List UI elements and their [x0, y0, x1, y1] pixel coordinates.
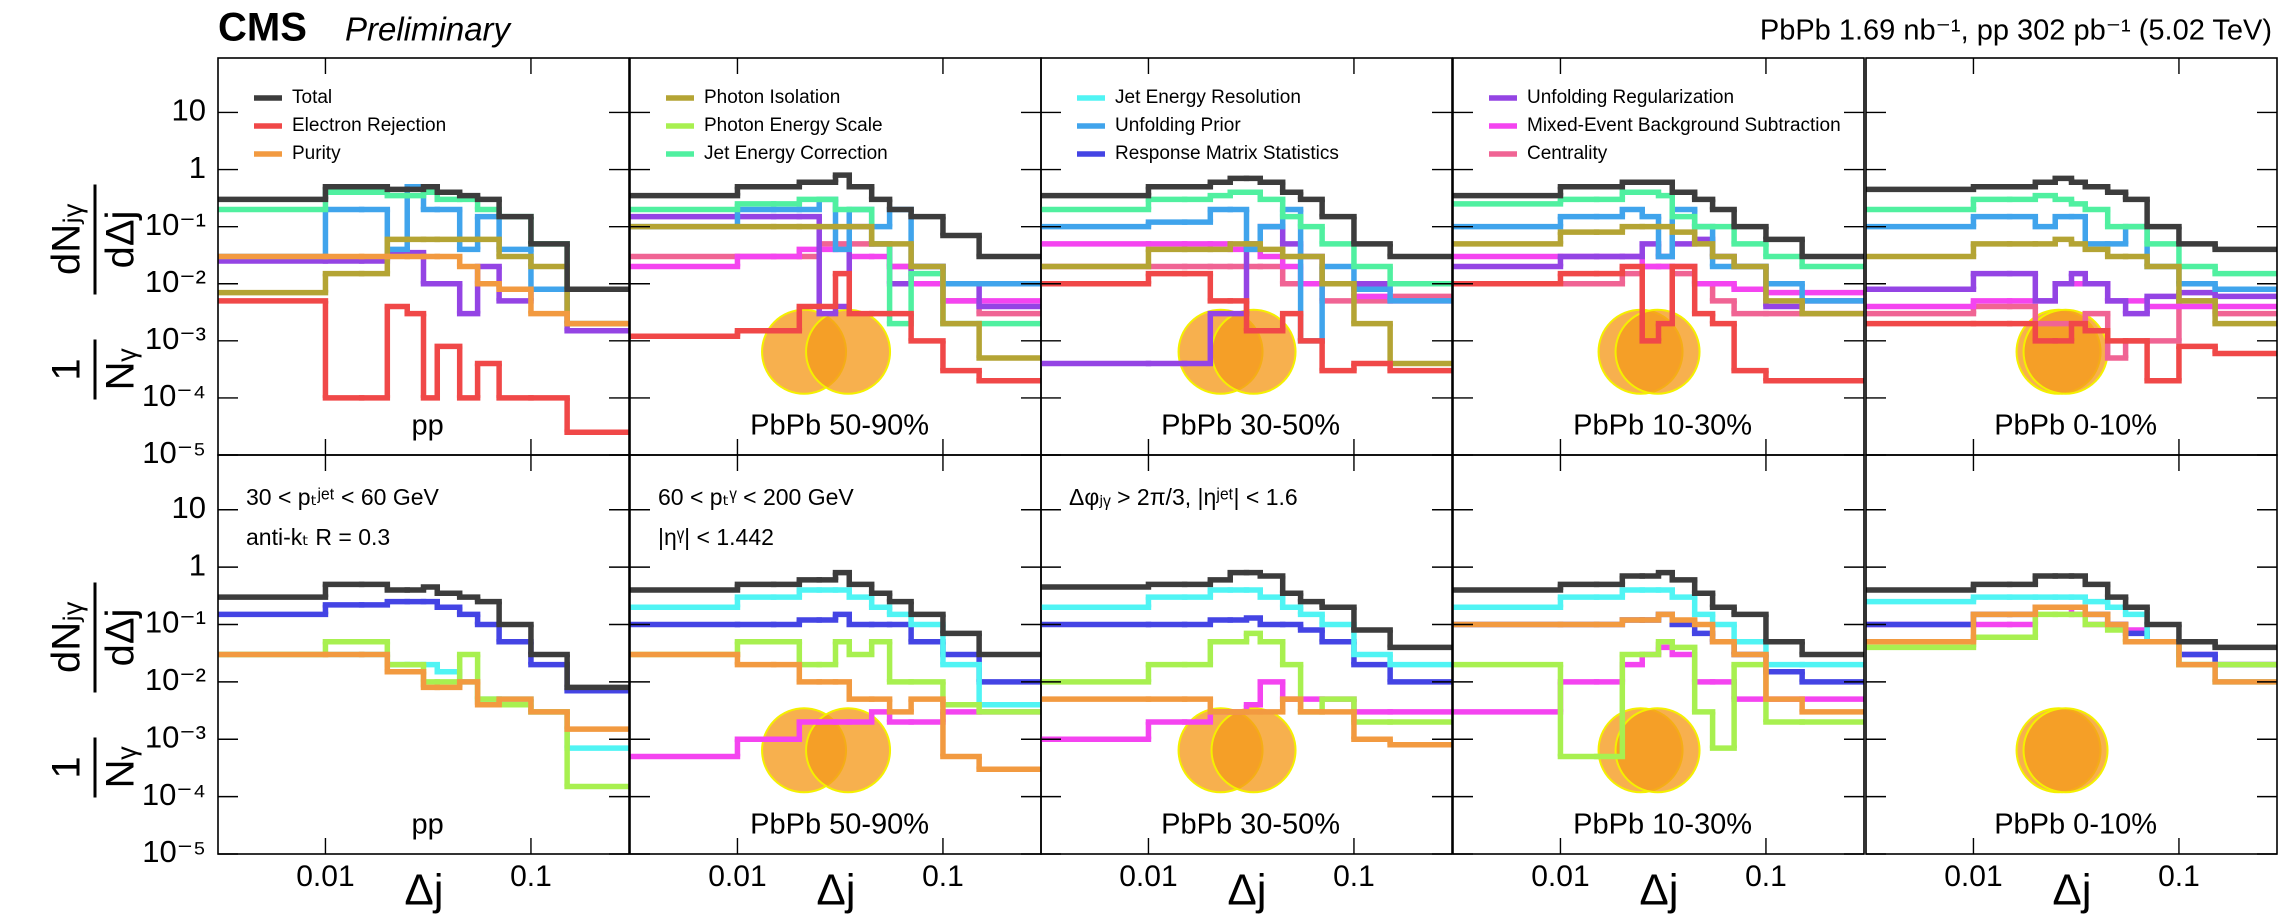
x-axis-title: Δj: [404, 866, 443, 915]
x-tick-label: 0.1: [2158, 860, 2200, 893]
panel: [1866, 573, 2277, 794]
x-axis-title: Δj: [1227, 866, 1266, 915]
x-tick-label: 0.01: [708, 860, 766, 893]
x-axis-title: Δj: [1639, 866, 1678, 915]
panel-label: pp: [411, 410, 443, 442]
y-title-part: dΔj: [99, 211, 143, 269]
x-tick-label: 0.1: [922, 860, 964, 893]
panel-label: PbPb 10-30%: [1573, 410, 1752, 442]
legend-label: Photon Energy Scale: [704, 115, 883, 136]
y-title-part: Nᵧ: [99, 347, 143, 390]
y-tick-label: 10⁻¹: [145, 605, 206, 640]
panel-label: PbPb 50-90%: [750, 809, 929, 841]
x-axis-title: Δj: [2052, 866, 2091, 915]
y-tick-label: 10⁻²: [145, 264, 206, 299]
y-title-part: dΔj: [99, 609, 143, 667]
y-tick-label: 10⁻¹: [145, 207, 206, 242]
panel-frame: [1865, 454, 2278, 855]
legend-label: Photon Isolation: [704, 87, 840, 108]
nucleus-icon: [805, 707, 892, 794]
panel: [218, 183, 629, 436]
y-axis-title: 1 Nᵧ dNⱼᵧ dΔj: [45, 184, 143, 400]
y-title-part: dNⱼᵧ: [45, 601, 89, 673]
nucleus-icon: [1614, 308, 1701, 395]
panel-label: PbPb 30-50%: [1161, 809, 1340, 841]
panel: [218, 581, 629, 790]
x-tick-label: 0.1: [1333, 860, 1375, 893]
y-tick-label: 10⁻³: [145, 719, 206, 754]
x-tick-label: 0.01: [1944, 860, 2002, 893]
legend-label: Mixed-Event Background Subtraction: [1527, 115, 1841, 136]
y-tick-label: 10⁻⁵: [142, 435, 206, 470]
y-title-part: 1: [45, 358, 89, 380]
legend-label: Unfolding Regularization: [1527, 87, 1734, 108]
legend-label: Centrality: [1527, 143, 1608, 164]
y-title-part: Nᵧ: [99, 745, 143, 788]
step-riser: [322, 300, 570, 433]
panel: [1453, 179, 1864, 395]
annotation: anti-kₜ R = 0.3: [246, 524, 390, 550]
x-tick-label: 0.1: [510, 860, 552, 893]
panel: [1041, 569, 1452, 794]
y-tick-label: 1: [189, 547, 206, 582]
legend-label: Total: [292, 87, 332, 108]
y-tick-label: 10⁻⁴: [142, 378, 206, 413]
x-tick-label: 0.01: [296, 860, 354, 893]
legend-label: Purity: [292, 143, 341, 164]
panel: [1453, 569, 1864, 794]
panel: [630, 569, 1041, 794]
status-label: Preliminary: [345, 11, 513, 48]
experiment-label: CMS: [218, 6, 307, 50]
y-tick-label: 10⁻⁵: [142, 834, 206, 869]
legend-label: Electron Rejection: [292, 115, 446, 136]
y-tick-label: 10⁻³: [145, 321, 206, 356]
annotation: 60 < pₜᵞ < 200 GeV: [658, 484, 854, 510]
nucleus-icon: [1614, 707, 1701, 794]
y-tick-label: 10⁻²: [145, 662, 206, 697]
step-riser: [1970, 607, 2218, 682]
x-tick-label: 0.01: [1531, 860, 1589, 893]
legend-label: Jet Energy Resolution: [1115, 87, 1301, 108]
y-tick-label: 1: [189, 150, 206, 185]
y-tick-label: 10: [172, 93, 206, 128]
legend-label: Unfolding Prior: [1115, 115, 1241, 136]
legend-label: Jet Energy Correction: [704, 143, 888, 164]
panel-label: PbPb 30-50%: [1161, 410, 1340, 442]
x-tick-label: 0.01: [1119, 860, 1177, 893]
annotation: |ηᵞ| < 1.442: [658, 524, 774, 550]
y-axis-title: 1 Nᵧ dNⱼᵧ dΔj: [45, 582, 143, 798]
annotation: Δφⱼᵧ > 2π/3, |ηʲᵉᵗ| < 1.6: [1069, 484, 1298, 510]
y-title-part: 1: [45, 756, 89, 778]
panel-label: PbPb 10-30%: [1573, 809, 1752, 841]
y-tick-label: 10⁻⁴: [142, 777, 206, 812]
nucleus-icon: [2022, 707, 2109, 794]
panel-label: pp: [411, 809, 443, 841]
nucleus-icon: [805, 308, 892, 395]
panel-frame: [217, 454, 630, 855]
panel: [1866, 175, 2277, 395]
legend-label: Response Matrix Statistics: [1115, 143, 1339, 164]
panel: [630, 172, 1041, 395]
panel-frame: [1452, 454, 1865, 855]
x-axis-title: Δj: [816, 866, 855, 915]
panel-label: PbPb 50-90%: [750, 410, 929, 442]
panel-label: PbPb 0-10%: [1994, 809, 2157, 841]
x-tick-label: 0.1: [1745, 860, 1787, 893]
luminosity-label: PbPb 1.69 nb⁻¹, pp 302 pb⁻¹ (5.02 TeV): [1760, 15, 2272, 47]
step-riser: [456, 256, 570, 324]
nucleus-icon: [1210, 707, 1297, 794]
panel: [1041, 175, 1452, 395]
panel-frame: [1040, 454, 1453, 855]
annotation: 30 < pₜʲᵉᵗ < 60 GeV: [246, 484, 439, 510]
y-title-part: dNⱼᵧ: [45, 203, 89, 275]
y-tick-label: 10: [172, 490, 206, 525]
panel-label: PbPb 0-10%: [1994, 410, 2157, 442]
